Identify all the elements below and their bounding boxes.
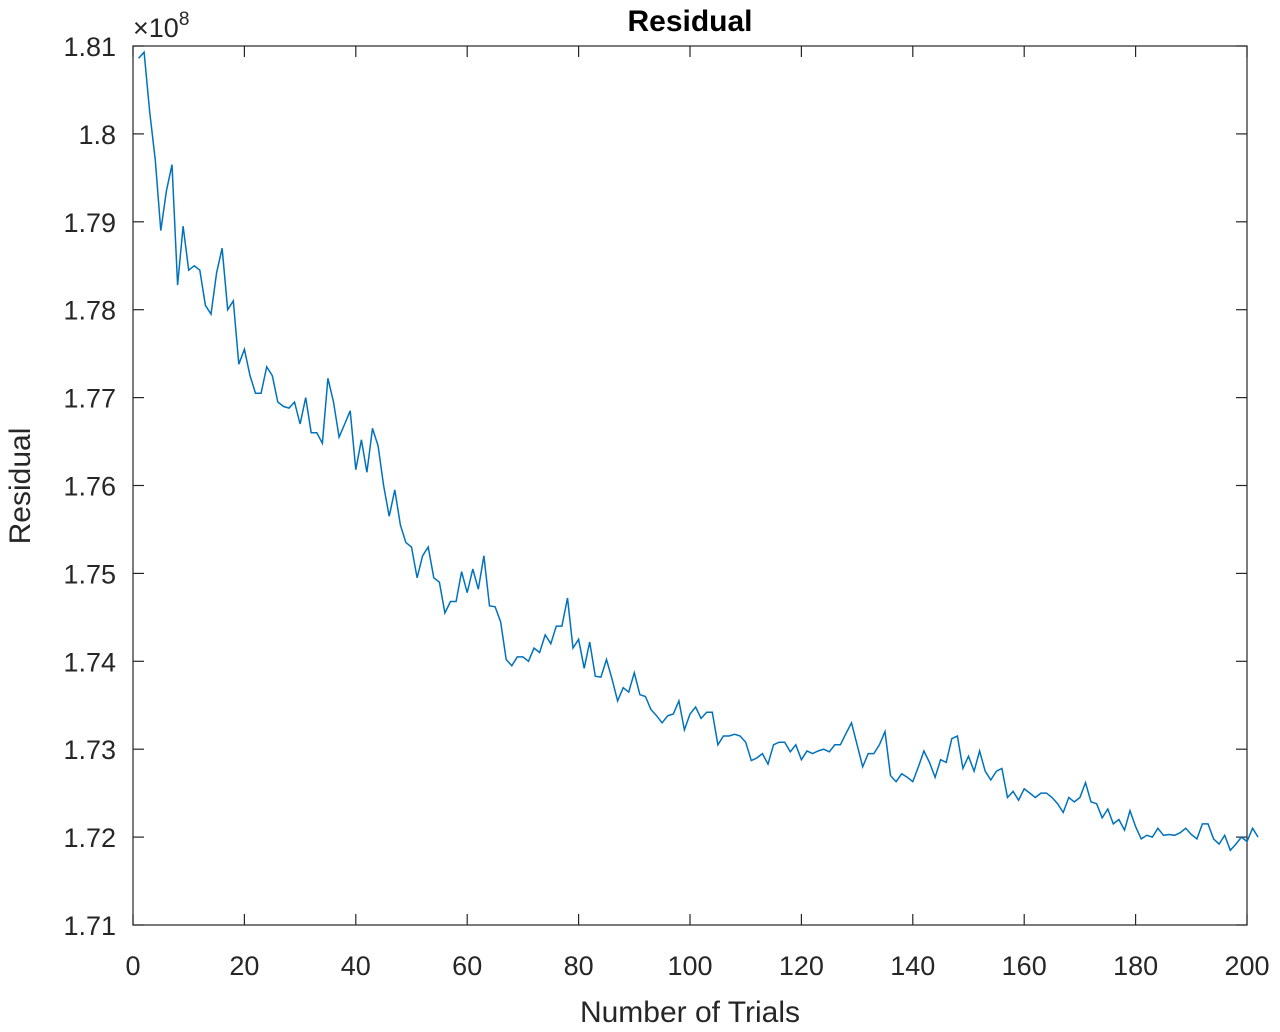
chart-title: Residual <box>627 5 752 38</box>
y-axis-multiplier: ×108 <box>133 9 189 43</box>
y-tick-label: 1.75 <box>63 559 116 589</box>
y-multiplier-prefix: ×10 <box>133 13 179 43</box>
residual-series-line <box>138 50 1259 852</box>
y-tick-label: 1.72 <box>63 823 116 853</box>
x-tick-label: 200 <box>1224 951 1269 981</box>
x-tick-label: 20 <box>229 951 259 981</box>
x-tick-label: 60 <box>452 951 482 981</box>
y-tick-label: 1.73 <box>63 735 116 765</box>
y-multiplier-exponent: 8 <box>179 9 190 30</box>
x-tick-label: 80 <box>564 951 594 981</box>
y-tick-label: 1.76 <box>63 472 116 502</box>
x-tick-label: 0 <box>125 951 140 981</box>
x-tick-label: 180 <box>1113 951 1158 981</box>
x-tick-label: 100 <box>667 951 712 981</box>
y-axis-label: Residual <box>4 428 37 545</box>
y-tick-label: 1.81 <box>63 32 116 62</box>
y-tick-label: 1.74 <box>63 647 116 677</box>
plot-area-frame <box>132 45 1248 926</box>
svg-text:×108: ×108 <box>133 9 189 43</box>
x-tick-label: 140 <box>890 951 935 981</box>
x-tick-label: 160 <box>1002 951 1047 981</box>
x-axis-label: Number of Trials <box>580 996 800 1029</box>
x-tick-label: 120 <box>779 951 824 981</box>
y-tick-label: 1.77 <box>63 384 116 414</box>
x-tick-label: 40 <box>341 951 371 981</box>
y-axis-ticks: 1.711.721.731.741.751.761.771.781.791.81… <box>63 32 1247 941</box>
y-tick-label: 1.71 <box>63 911 116 941</box>
y-tick-label: 1.8 <box>78 120 116 150</box>
y-tick-label: 1.79 <box>63 208 116 238</box>
x-axis-ticks: 0 20 40 60 80 100 120 140 160 180 200 <box>125 46 1270 981</box>
y-tick-label: 1.78 <box>63 296 116 326</box>
